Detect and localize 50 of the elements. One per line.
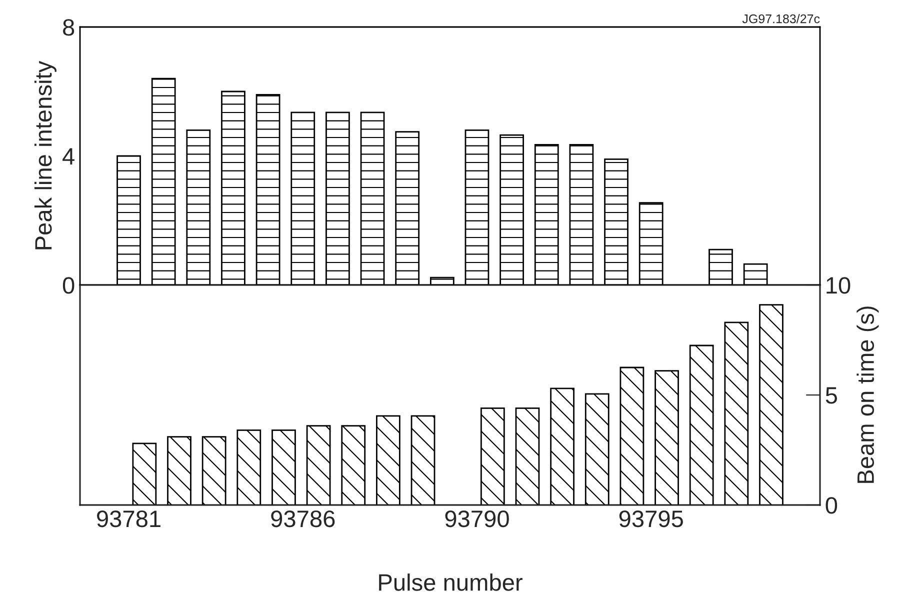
bar (604, 158, 628, 285)
bar (326, 112, 350, 285)
bar (151, 78, 176, 285)
bar (221, 90, 246, 285)
bar (167, 436, 192, 505)
bar (410, 415, 436, 505)
bar (132, 442, 157, 505)
bar (290, 112, 316, 285)
x-tick-label: 93795 (619, 510, 683, 528)
bar (376, 415, 400, 505)
x-tick-label: 93786 (271, 510, 335, 528)
bar (306, 425, 331, 505)
bar (550, 388, 574, 505)
x-axis-title: Pulse number (379, 574, 522, 591)
x-tick-label: 93790 (445, 510, 509, 528)
y-tick-label: 0 (62, 277, 74, 294)
y-tick-label: 4 (62, 148, 74, 165)
bar (759, 304, 784, 505)
y-axis-title: Peak line intensity (34, 60, 56, 250)
bar (395, 131, 420, 285)
bar (272, 430, 296, 505)
bar (341, 425, 366, 505)
bar (236, 430, 262, 505)
text: JG97.183/27c (742, 14, 820, 24)
y2-tick-label: 0 (826, 497, 838, 514)
bar (515, 408, 540, 505)
bar (689, 344, 714, 505)
x-tick-label: 93781 (97, 510, 160, 528)
bar (620, 366, 644, 505)
bar (638, 202, 664, 285)
bar (654, 370, 679, 505)
bar (708, 248, 733, 285)
bar (202, 436, 226, 505)
bar (569, 144, 594, 285)
y2-tick-label: 10 (826, 277, 850, 294)
bar (464, 130, 490, 285)
bar (500, 134, 524, 285)
y-tick-label: 8 (63, 19, 74, 36)
bar (116, 155, 141, 285)
bar (430, 276, 454, 285)
bar (584, 393, 610, 505)
y2-tick-label: 5 (826, 387, 837, 404)
bar (534, 144, 559, 285)
bar (186, 130, 211, 285)
bar (743, 263, 768, 285)
bar (724, 322, 749, 505)
bar (256, 94, 280, 285)
y2-axis-title: Beam on time (s) (856, 306, 879, 483)
bar (480, 408, 505, 505)
bar (360, 112, 385, 285)
